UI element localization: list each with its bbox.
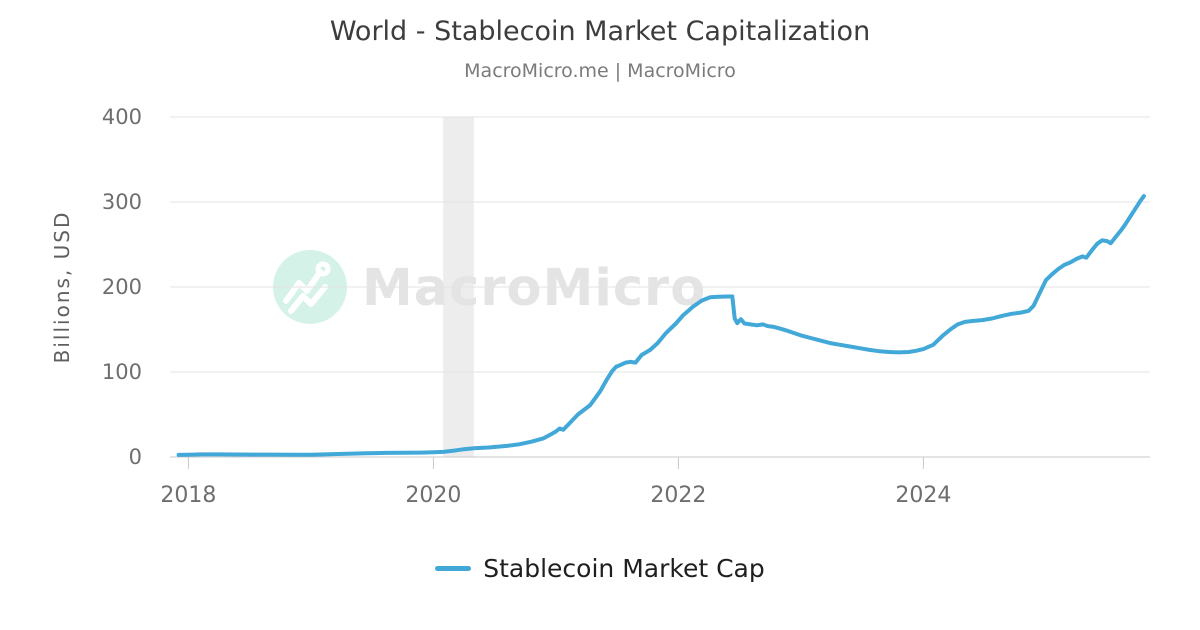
- x-tick-label: 2018: [160, 483, 217, 508]
- y-tick-label: 300: [101, 190, 142, 214]
- legend-label[interactable]: Stablecoin Market Cap: [483, 554, 765, 583]
- watermark-brand-text: MacroMicro: [362, 259, 706, 318]
- y-tick-label: 200: [101, 275, 142, 299]
- chart-title: World - Stablecoin Market Capitalization: [329, 16, 871, 47]
- stablecoin-marketcap-line[interactable]: [176, 194, 1146, 457]
- watermark: MacroMicro: [273, 250, 706, 324]
- y-tick-label: 0: [128, 445, 142, 469]
- x-tick-label: 2020: [405, 483, 462, 508]
- y-tick-label: 100: [101, 360, 142, 384]
- axis-ticks: [187, 457, 924, 469]
- x-tick-label: 2024: [895, 483, 952, 508]
- legend: Stablecoin Market Cap: [0, 554, 1200, 583]
- x-tick-label: 2022: [650, 483, 707, 508]
- legend-line-swatch[interactable]: [435, 566, 472, 571]
- gridlines: [170, 116, 1150, 458]
- chart-subtitle: MacroMicro.me | MacroMicro: [464, 60, 736, 82]
- y-tick-label: 400: [101, 105, 142, 129]
